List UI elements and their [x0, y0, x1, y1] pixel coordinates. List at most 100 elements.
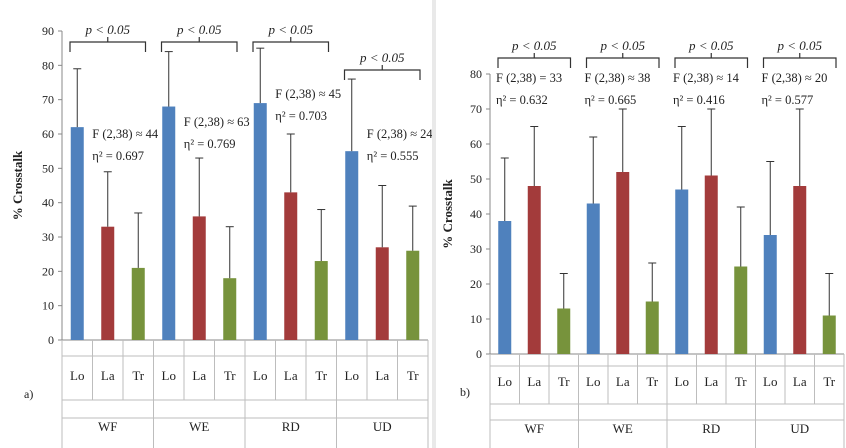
bar-wf-lo — [498, 221, 512, 354]
y-tick-label: 50 — [42, 161, 54, 175]
eta-squared-label: η² = 0.703 — [275, 109, 327, 123]
y-tick-label: 20 — [42, 264, 54, 278]
bar-wf-lo — [70, 127, 84, 340]
y-tick-label: 40 — [42, 196, 54, 210]
p-value-label: p < 0.05 — [688, 38, 734, 53]
bar-ud-tr — [406, 250, 420, 340]
bar-wf-la — [101, 226, 115, 340]
y-tick-label: 10 — [470, 312, 482, 326]
category-label: La — [192, 368, 206, 383]
f-statistic-label: F (2,38) ≈ 20 — [762, 71, 828, 85]
group-label: UD — [373, 419, 392, 434]
p-value-label: p < 0.05 — [359, 50, 405, 65]
bar-we-tr — [223, 278, 237, 340]
bar-rd-lo — [675, 189, 689, 354]
p-value-label: p < 0.05 — [267, 22, 313, 37]
y-tick-label: 70 — [470, 102, 482, 116]
group-label: WF — [98, 419, 118, 434]
eta-squared-label: η² = 0.632 — [496, 93, 548, 107]
chart-panel-a: 0 10 20 30 40 50 60 70 80 90 % Crosstalk Lo La Tr WF p … — [10, 0, 434, 448]
group-label: RD — [702, 421, 720, 436]
bar-ud-la — [375, 247, 389, 340]
panel-label: b) — [460, 385, 470, 399]
category-label: La — [527, 374, 541, 389]
bar-rd-la — [284, 192, 298, 340]
category-label: Tr — [224, 368, 236, 383]
chart-b-svg: 0 10 20 30 40 50 60 70 80 % Crosstalk Lo La Tr WF p < … — [440, 38, 845, 448]
significance-bracket — [497, 57, 572, 68]
bar-ud-lo — [345, 151, 359, 340]
category-label: La — [616, 374, 630, 389]
y-tick-label: 20 — [470, 277, 482, 291]
y-tick-label: 40 — [470, 207, 482, 221]
bar-we-lo — [162, 106, 176, 341]
category-label: Tr — [407, 368, 419, 383]
y-tick-label: 0 — [476, 347, 482, 361]
y-tick-label: 70 — [42, 93, 54, 107]
f-statistic-label: F (2,38) ≈ 14 — [673, 71, 740, 85]
category-label: Lo — [253, 368, 267, 383]
group-label: RD — [282, 419, 300, 434]
category-label: Tr — [558, 374, 570, 389]
category-label: Tr — [132, 368, 144, 383]
bar-we-la — [616, 172, 630, 354]
y-axis-label: % Crosstalk — [10, 150, 25, 220]
p-value-label: p < 0.05 — [511, 38, 557, 53]
category-label: La — [704, 374, 718, 389]
f-statistic-label: F (2,38) ≈ 44 — [92, 127, 159, 141]
bar-we-tr — [645, 301, 659, 354]
bar-we-lo — [586, 203, 600, 354]
f-statistic-label: F (2,38) ≈ 45 — [275, 87, 341, 101]
category-label: Tr — [735, 374, 747, 389]
significance-bracket — [762, 57, 837, 68]
bar-wf-tr — [131, 267, 145, 340]
category-label: Lo — [345, 368, 359, 383]
y-tick-label: 30 — [42, 230, 54, 244]
group-label: UD — [790, 421, 809, 436]
y-tick-label: 50 — [470, 172, 482, 186]
category-label: Lo — [763, 374, 777, 389]
chart-panel-b: 0 10 20 30 40 50 60 70 80 % Crosstalk Lo La Tr WF p < … — [436, 0, 846, 448]
category-label: La — [284, 368, 298, 383]
panel-label: a) — [24, 387, 33, 401]
panel-divider — [432, 0, 436, 448]
category-label: Tr — [646, 374, 658, 389]
significance-bracket — [69, 41, 147, 52]
bar-ud-la — [793, 186, 807, 354]
eta-squared-label: η² = 0.697 — [92, 149, 144, 163]
f-statistic-label: F (2,38) ≈ 38 — [585, 71, 651, 85]
y-tick-label: 90 — [42, 24, 54, 38]
category-label: Lo — [70, 368, 84, 383]
y-axis-label: % Crosstalk — [440, 179, 455, 249]
y-tick-label: 80 — [470, 67, 482, 81]
f-statistic-label: F (2,38) ≈ 63 — [184, 115, 250, 129]
chart-a-svg: 0 10 20 30 40 50 60 70 80 90 % Crosstalk Lo La Tr WF p … — [10, 22, 434, 448]
eta-squared-label: η² = 0.577 — [762, 93, 814, 107]
significance-bracket — [252, 41, 330, 52]
bar-rd-la — [704, 175, 718, 354]
category-label: Tr — [823, 374, 835, 389]
y-tick-label: 10 — [42, 299, 54, 313]
bar-ud-tr — [822, 315, 836, 354]
significance-bracket — [343, 69, 421, 80]
group-label: WF — [525, 421, 545, 436]
group-label: WE — [189, 419, 209, 434]
significance-bracket — [160, 41, 238, 52]
y-tick-label: 80 — [42, 58, 54, 72]
eta-squared-label: η² = 0.769 — [184, 137, 236, 151]
p-value-label: p < 0.05 — [84, 22, 130, 37]
significance-bracket — [585, 57, 660, 68]
eta-squared-label: η² = 0.416 — [673, 93, 725, 107]
category-label: Lo — [162, 368, 176, 383]
f-statistic-label: F (2,38) ≈ 24 — [367, 127, 434, 141]
eta-squared-label: η² = 0.665 — [585, 93, 637, 107]
category-label: Lo — [586, 374, 600, 389]
f-statistic-label: F (2,38) = 33 — [496, 71, 562, 85]
p-value-label: p < 0.05 — [599, 38, 645, 53]
category-label: La — [101, 368, 115, 383]
bar-rd-tr — [314, 261, 328, 340]
p-value-label: p < 0.05 — [176, 22, 222, 37]
bar-rd-tr — [734, 266, 748, 354]
group-label: WE — [613, 421, 633, 436]
category-label: Lo — [498, 374, 512, 389]
